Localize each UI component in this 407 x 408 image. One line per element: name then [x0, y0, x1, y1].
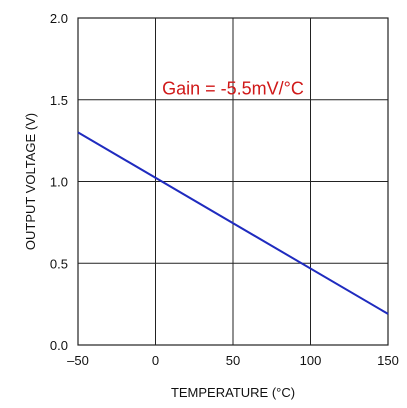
x-tick-label: 0: [152, 353, 159, 368]
plot-frame: [77, 17, 389, 346]
x-axis-label: TEMPERATURE (°C): [171, 385, 295, 400]
x-tick-label: 150: [377, 353, 399, 368]
y-axis-label: OUTPUT VOLTAGE (V): [23, 113, 38, 250]
grid: [78, 18, 388, 345]
x-tick-labels: –50 0 50 100 150: [67, 353, 399, 368]
y-tick-label: 0.5: [50, 256, 68, 271]
y-tick-labels: 0.0 0.5 1.0 1.5 2.0: [50, 11, 68, 353]
x-tick-label: 50: [226, 353, 240, 368]
x-tick-label: –50: [67, 353, 89, 368]
gain-annotation: Gain = -5.5mV/°C: [162, 78, 304, 98]
series-line-0: [77, 131, 389, 315]
series-group: [77, 131, 389, 315]
y-tick-label: 0.0: [50, 338, 68, 353]
y-tick-label: 2.0: [50, 11, 68, 26]
x-tick-label: 100: [300, 353, 322, 368]
y-tick-label: 1.5: [50, 93, 68, 108]
y-tick-label: 1.0: [50, 175, 68, 190]
